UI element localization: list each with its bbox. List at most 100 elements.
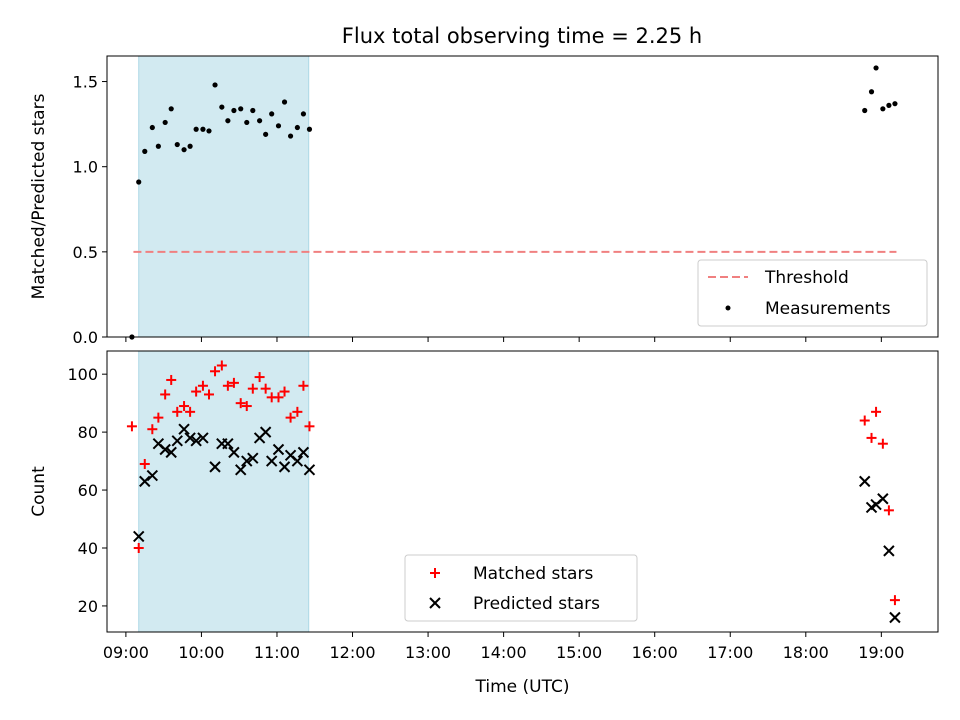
predicted-star-point [165,446,177,459]
matched-star-point [160,389,171,400]
legend-measurements-label: Measurements [765,299,891,319]
matched-star-point [179,401,190,412]
y-tick-label: 40 [78,539,98,558]
matched-star-point [172,406,183,417]
matched-star-point [139,458,150,469]
top-panel: 0.0 0.5 1.0 1.5 Matched/Predicted stars Thr… [29,55,939,347]
predicted-star-point [133,530,145,543]
measurement-point [281,99,288,105]
x-tick-label: 15:00 [556,643,602,662]
matched-star-point [166,374,177,385]
measurement-point [136,179,142,185]
predicted-star-point [146,469,159,482]
measurement-point [244,119,250,126]
measurement-point [300,111,307,117]
legend-x-marker [429,597,441,609]
matched-star-point [889,595,900,606]
matched-star-point [859,415,870,426]
matched-star-point [877,438,888,449]
predicted-star-point [303,464,316,476]
predicted-star-point [265,455,278,467]
bottom-legend-box [404,554,638,622]
predicted-star-point [889,611,901,624]
y-tick-label: 80 [78,423,98,442]
measurement-point [155,143,161,149]
matched-star-point [866,432,877,443]
predicted-star-point [184,432,196,444]
legend-threshold-label: Threshold [764,268,849,288]
matched-star-point [216,360,227,371]
predicted-star-point [178,423,190,435]
x-tick-label: 18:00 [783,643,829,662]
measurement-point [149,124,155,131]
y-tick-label: 0.5 [73,243,98,262]
matched-star-point [191,386,202,397]
measurement-point [200,126,206,132]
measurement-point [886,102,892,108]
x-tick-label: 12:00 [329,643,375,662]
measurement-point [193,126,199,132]
measurement-point [142,148,148,154]
measurement-point [269,111,275,117]
x-tick-label: 11:00 [254,643,300,662]
matched-star-point [203,389,214,400]
legend-matched-label: Matched stars [473,564,593,584]
x-tick-label: 13:00 [405,643,451,662]
predicted-star-point [197,432,209,444]
y-tick-label: 20 [78,597,98,616]
x-tick-label: 10:00 [178,643,224,662]
y-tick-label: 0.0 [73,328,98,347]
measurement-point [250,107,256,114]
matched-star-point [126,421,137,432]
matched-star-point [285,412,296,423]
predicted-star-point [278,461,291,473]
measurement-point [206,128,212,134]
measurement-point [225,118,231,124]
x-axis-label: Time (UTC) [475,677,570,697]
measurement-point [287,133,294,139]
predicted-star-point [222,437,234,450]
measurement-point [219,104,225,110]
x-tick-label: 16:00 [632,643,678,662]
measurement-point [181,147,187,153]
legend-predicted-label: Predicted stars [473,594,600,614]
bottom-y-axis-label: Count [29,466,49,517]
predicted-star-point [877,493,889,505]
top-legend-box [697,259,928,327]
matched-star-point [133,542,144,553]
predicted-star-point [291,455,304,467]
measurement-point [212,82,218,88]
legend-matched-swatch [430,568,440,578]
measurement-point [187,143,193,149]
measurement-point [168,106,174,112]
legend-predicted-swatch [429,597,441,609]
matched-star-point [292,406,303,417]
predicted-star-point [159,443,171,456]
measurement-point [868,89,875,95]
y-tick-label: 1.5 [73,73,98,92]
predicted-star-point [241,455,253,467]
predicted-star-point [272,443,285,456]
predicted-star-point [228,446,240,459]
x-tick-label: 14:00 [481,643,527,662]
measurement-point [238,106,244,112]
bottom-panel: 09:00 10:00 11:00 12:00 13:00 14:00 15:00 16:00… [29,350,939,697]
predicted-star-point [190,435,202,447]
matched-star-point [883,505,894,516]
predicted-star-point [171,435,183,447]
matched-star-point [241,401,252,412]
measurement-point [257,118,263,124]
matched-star-point [871,406,882,417]
top-plot-frame [106,55,939,338]
predicted-star-point [247,452,259,464]
chart-title: Flux total observing time = 2.25 h [342,24,702,48]
predicted-star-point [297,446,310,459]
matched-star-point [222,380,233,391]
measurement-point [231,107,237,114]
matched-star-point [254,372,265,383]
matched-star-point [260,383,271,394]
matched-star-point [185,406,196,417]
matched-star-point [210,366,221,377]
matched-star-point [197,380,208,391]
